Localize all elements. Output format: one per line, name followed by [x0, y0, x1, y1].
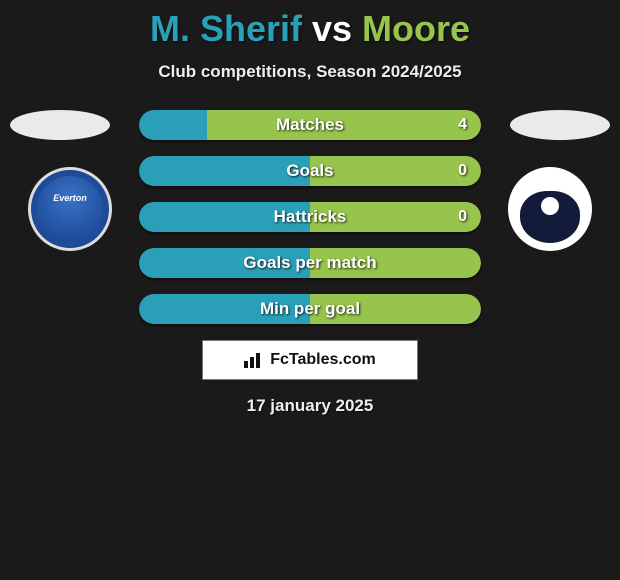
club2-ball-icon [541, 197, 559, 215]
stat-label: Min per goal [139, 294, 481, 324]
stat-label: Hattricks [139, 202, 481, 232]
stat-bar: Goals0 [139, 156, 481, 186]
title-vs: vs [312, 8, 352, 49]
stat-bar: Matches4 [139, 110, 481, 140]
player1-photo [10, 110, 110, 140]
player2-club-badge [508, 167, 592, 251]
stats-bars: Matches4Goals0Hattricks0Goals per matchM… [139, 110, 481, 324]
brand-box[interactable]: FcTables.com [202, 340, 418, 380]
stat-value-right: 4 [458, 110, 467, 140]
date-text: 17 january 2025 [0, 396, 620, 416]
stat-value-right: 0 [458, 202, 467, 232]
brand-bars-icon [244, 352, 264, 368]
brand-text: FcTables.com [270, 351, 376, 369]
stat-value-right: 0 [458, 156, 467, 186]
title-player1: M. Sherif [150, 8, 302, 49]
comparison-title: M. Sherif vs Moore [0, 0, 620, 50]
stat-bar: Goals per match [139, 248, 481, 278]
club1-crest-text: Everton [31, 193, 109, 203]
stat-label: Goals [139, 156, 481, 186]
title-player2: Moore [362, 8, 470, 49]
stat-label: Matches [139, 110, 481, 140]
stat-label: Goals per match [139, 248, 481, 278]
stat-bar: Hattricks0 [139, 202, 481, 232]
player1-club-badge: Everton [28, 167, 112, 251]
player2-photo [510, 110, 610, 140]
stat-bar: Min per goal [139, 294, 481, 324]
content-area: Everton Matches4Goals0Hattricks0Goals pe… [0, 110, 620, 416]
subtitle: Club competitions, Season 2024/2025 [0, 62, 620, 82]
